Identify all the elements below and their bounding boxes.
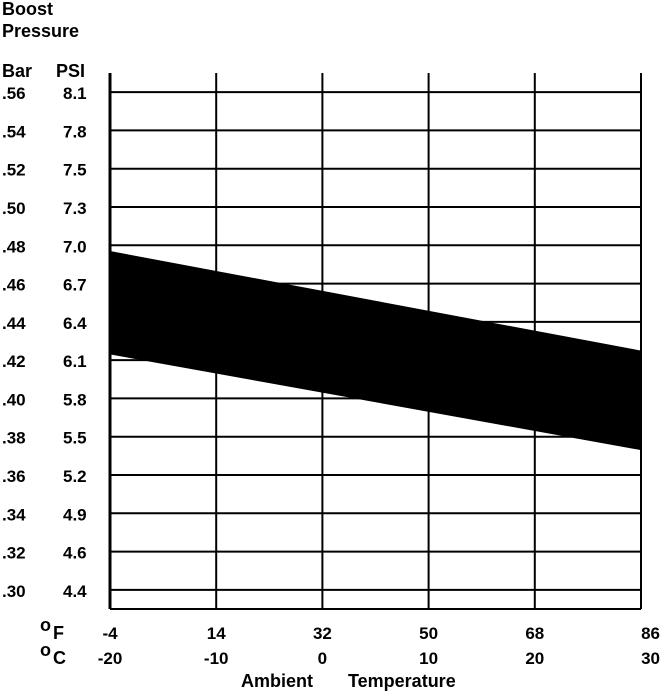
y-tick-label-bar: .44 <box>2 314 26 333</box>
x-unit-f: F <box>53 623 64 643</box>
x-tick-label-celsius: 0 <box>318 649 327 668</box>
x-tick-label-celsius: -20 <box>98 649 123 668</box>
y-tick-label-psi: 5.5 <box>63 429 87 448</box>
x-tick-label-fahrenheit: 50 <box>419 624 438 643</box>
y-tick-label-bar: .46 <box>2 276 26 295</box>
x-tick-label-fahrenheit: -4 <box>102 624 118 643</box>
y-tick-label-bar: .38 <box>2 429 26 448</box>
x-axis-label-ambient: Ambient <box>241 671 313 691</box>
y-tick-label-bar: .56 <box>2 84 26 103</box>
y-tick-label-psi: 4.4 <box>63 582 87 601</box>
y-tick-label-bar: .52 <box>2 161 26 180</box>
y-tick-label-psi: 5.8 <box>63 390 87 409</box>
x-tick-label-fahrenheit: 86 <box>641 624 660 643</box>
chart-title-line1: Boost <box>2 0 53 19</box>
y-tick-label-psi: 4.9 <box>63 505 87 524</box>
y-tick-label-bar: .50 <box>2 199 26 218</box>
pressure-band-area <box>110 251 641 451</box>
y-unit-bar: Bar <box>2 61 32 81</box>
y-tick-label-psi: 6.4 <box>63 314 87 333</box>
x-tick-label-fahrenheit: 68 <box>525 624 544 643</box>
y-tick-label-psi: 6.1 <box>63 352 87 371</box>
x-tick-label-celsius: -10 <box>204 649 229 668</box>
y-tick-labels: .56 8.1 .54 7.8 .52 7.5 .50 7.3 .48 7.0 .46 6.7 .44 6… <box>2 84 87 601</box>
y-unit-psi: PSI <box>56 61 85 81</box>
y-tick-label-psi: 7.8 <box>63 122 87 141</box>
y-tick-label-bar: .30 <box>2 582 26 601</box>
y-tick-label-psi: 7.0 <box>63 237 87 256</box>
y-tick-label-psi: 4.6 <box>63 544 87 563</box>
x-tick-labels: -4 -20 14 -10 32 0 50 10 68 20 86 30 <box>98 624 660 668</box>
y-tick-label-bar: .36 <box>2 467 26 486</box>
y-tick-label-bar: .32 <box>2 544 26 563</box>
pressure-band <box>110 251 641 451</box>
y-tick-label-bar: .54 <box>2 122 26 141</box>
y-tick-label-bar: .34 <box>2 505 26 524</box>
x-tick-label-fahrenheit: 14 <box>207 624 226 643</box>
y-tick-label-bar: .48 <box>2 237 26 256</box>
x-unit-c: C <box>53 648 66 668</box>
y-tick-label-psi: 6.7 <box>63 276 87 295</box>
y-tick-label-psi: 7.3 <box>63 199 87 218</box>
y-tick-label-psi: 8.1 <box>63 84 87 103</box>
x-tick-label-fahrenheit: 32 <box>313 624 332 643</box>
y-tick-label-bar: .42 <box>2 352 26 371</box>
x-unit-f-degree: o <box>40 615 51 635</box>
x-unit-c-degree: o <box>40 640 51 660</box>
y-tick-label-psi: 5.2 <box>63 467 87 486</box>
chart-title-line2: Pressure <box>2 21 79 41</box>
x-tick-label-celsius: 10 <box>419 649 438 668</box>
x-tick-label-celsius: 20 <box>525 649 544 668</box>
y-tick-label-bar: .40 <box>2 390 26 409</box>
y-tick-label-psi: 7.5 <box>63 161 87 180</box>
plot-frame <box>108 73 642 610</box>
x-axis-label-temperature: Temperature <box>348 671 456 691</box>
x-tick-label-celsius: 30 <box>641 649 660 668</box>
